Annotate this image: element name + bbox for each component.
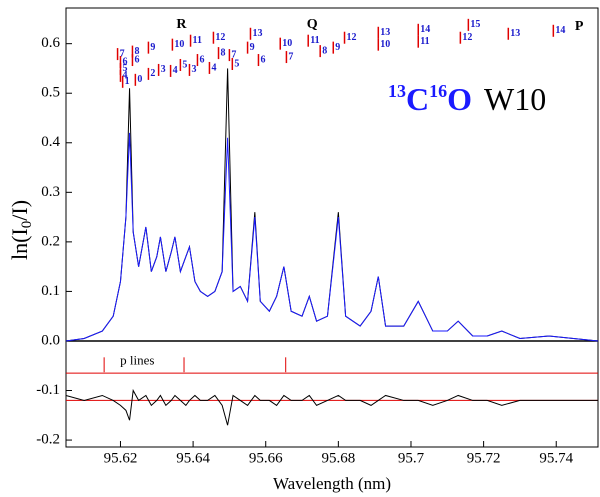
y-label-sub: 0 — [19, 221, 35, 229]
x-tick-label: 95.66 — [249, 450, 283, 466]
line-label: 6 — [122, 56, 127, 67]
y-label-suffix: /I) — [7, 200, 32, 221]
line-label: 14 — [420, 24, 430, 35]
x-tick-label: 95.64 — [176, 450, 210, 466]
y-tick-label: -0.2 — [36, 432, 60, 448]
line-label: 9 — [335, 42, 340, 53]
y-label-prefix: ln(I — [7, 228, 32, 260]
mass1: 13 — [388, 81, 406, 101]
line-label: 6 — [260, 54, 265, 65]
line-label: 7 — [288, 51, 293, 62]
line-label: 7 — [231, 49, 236, 60]
line-label: 15 — [470, 19, 480, 30]
y-tick-label: 0.5 — [41, 85, 60, 101]
spectrum-line — [65, 132, 599, 342]
line-label: 13 — [380, 27, 390, 38]
x-tick-label: 95.62 — [104, 450, 138, 466]
line-label: 5 — [234, 58, 239, 69]
spectrum-line — [65, 388, 598, 426]
line-label: 9 — [250, 42, 255, 53]
line-label: 13 — [510, 28, 520, 39]
line-label: 0 — [137, 74, 142, 85]
line-label: 8 — [322, 45, 327, 56]
x-axis-label: Wavelength (nm) — [273, 474, 391, 493]
line-label: 7 — [120, 48, 125, 59]
x-tick-label: 95.68 — [321, 450, 355, 466]
y-tick-label: 0.2 — [41, 233, 60, 249]
line-label: 3 — [191, 64, 196, 75]
molecule-label: 13C16O W10 — [388, 81, 546, 117]
line-label: 6 — [134, 54, 139, 65]
branch-label: P — [575, 19, 584, 34]
line-label: 13 — [252, 28, 262, 39]
y-tick-label: 0.6 — [41, 35, 60, 51]
line-label: 11 — [310, 35, 319, 46]
line-label: 2 — [150, 68, 155, 79]
line-label: 4 — [211, 62, 216, 73]
line-label: 10 — [174, 39, 184, 50]
y-axis-label: ln(I0/I) — [7, 200, 35, 260]
line-label: 12 — [215, 32, 225, 43]
line-label: 4 — [173, 65, 178, 76]
line-label: 10 — [282, 38, 292, 49]
p-lines-label: p lines — [120, 352, 154, 367]
line-label: 4 — [122, 70, 127, 81]
line-label: 9 — [150, 42, 155, 53]
line-label: 11 — [420, 36, 429, 47]
line-label: 5 — [122, 63, 127, 74]
band: W10 — [484, 81, 546, 117]
y-tick-label: 0.4 — [41, 134, 60, 150]
line-label: 14 — [555, 25, 565, 36]
atom2: O — [447, 81, 472, 117]
line-label: 8 — [221, 47, 226, 58]
y-tick-label: 0.0 — [41, 332, 60, 348]
line-label: 5 — [182, 59, 187, 70]
y-tick-label: 0.1 — [41, 283, 60, 299]
x-tick-label: 95.72 — [467, 450, 501, 466]
line-label: 3 — [161, 64, 166, 75]
atom1: C — [406, 81, 429, 117]
line-label: 6 — [199, 54, 204, 65]
y-tick-label: -0.1 — [36, 382, 60, 398]
y-tick-label: 0.3 — [41, 184, 60, 200]
branch-label: Q — [307, 17, 318, 32]
mass2: 16 — [429, 81, 447, 101]
line-label: 8 — [134, 46, 139, 57]
line-label: 1 — [125, 76, 130, 87]
x-tick-label: 95.7 — [398, 450, 425, 466]
x-tick-label: 95.74 — [539, 450, 573, 466]
branch-label: R — [176, 17, 187, 32]
line-label: 12 — [462, 32, 472, 43]
line-label: 10 — [380, 39, 390, 50]
line-label: 12 — [347, 32, 357, 43]
line-label: 11 — [193, 35, 202, 46]
plot-frame — [65, 7, 599, 448]
